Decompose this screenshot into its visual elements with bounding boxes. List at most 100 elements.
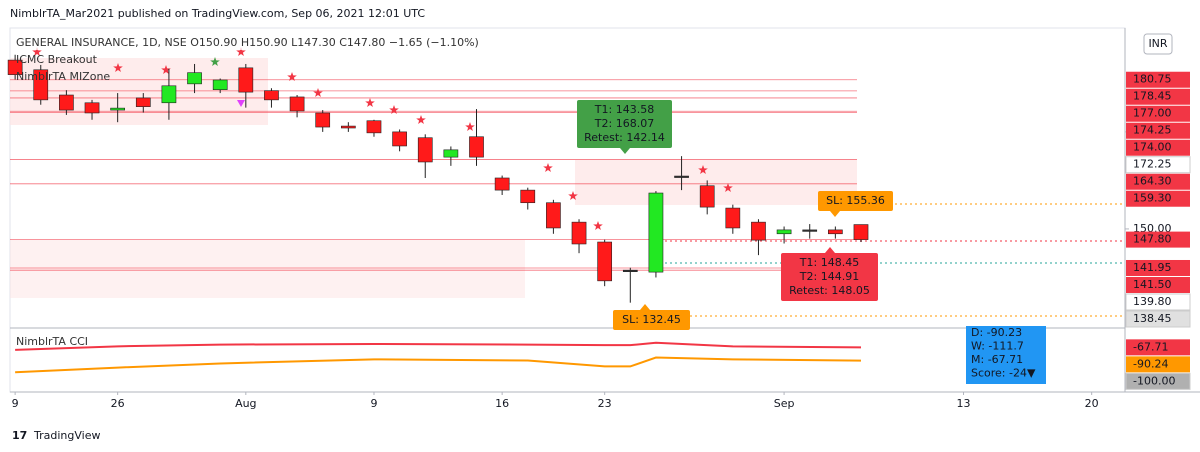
candle-body: [648, 192, 664, 273]
candle-body: [289, 96, 305, 112]
cci-line: [15, 341, 861, 351]
annotation-text: SL: 132.45: [622, 313, 681, 326]
price-tag-label: -67.71: [1133, 340, 1168, 353]
legend-indicator: ICMC Breakout: [16, 53, 98, 66]
candle-body: [135, 97, 151, 107]
legend-cci: NimblrTA CCI: [16, 335, 88, 348]
price-tag: [1125, 156, 1191, 174]
price-tag-label: 141.50: [1133, 278, 1172, 291]
signal-triangle: [237, 100, 245, 107]
brand-logo: 17: [12, 429, 27, 442]
candle-body: [828, 229, 843, 235]
cci-info-text: D: -90.23: [971, 326, 1022, 339]
annotation-text: SL: 155.36: [826, 194, 885, 207]
x-tick-label: 20: [1085, 397, 1099, 410]
price-tag: [1126, 276, 1190, 293]
annotation-pointer: [620, 148, 630, 154]
brand: TradingView: [33, 429, 100, 442]
price-tag-label: 174.00: [1133, 141, 1172, 154]
price-tag: [1126, 122, 1190, 139]
candle-body: [417, 137, 433, 163]
price-tag: [1126, 71, 1190, 88]
candle-body: [494, 177, 510, 191]
x-tick-label: Sep: [774, 397, 795, 410]
candle-body: [571, 221, 587, 245]
price-tag: [1126, 356, 1190, 373]
header-title: NimblrTA_Mar2021 published on TradingVie…: [10, 7, 425, 20]
price-tag-label: 180.75: [1133, 73, 1172, 86]
annotation-text: T1: 148.45: [799, 256, 859, 269]
price-tag: [1126, 339, 1190, 356]
candle-body: [238, 67, 254, 93]
currency-badge[interactable]: [1143, 33, 1173, 55]
x-tick-label: 13: [957, 397, 971, 410]
price-tag-label: 138.45: [1133, 312, 1172, 325]
price-tag: [1126, 139, 1190, 156]
price-tag-label: 177.00: [1133, 107, 1172, 120]
cci-info-text: W: -111.7: [971, 340, 1024, 353]
annotation-pointer: [825, 247, 835, 253]
price-tag-label: 178.45: [1133, 90, 1172, 103]
price-tag: [1125, 310, 1191, 328]
candle-body: [469, 136, 484, 158]
x-tick-label: 16: [495, 397, 509, 410]
annotation-text: T2: 168.07: [594, 117, 654, 130]
candle-body: [340, 125, 356, 129]
candle-body: [776, 229, 792, 235]
annotation-text: T1: 143.58: [594, 103, 654, 116]
candle-body: [212, 79, 228, 90]
cci-info-text: M: -67.71: [971, 353, 1023, 366]
price-tag: [1126, 88, 1190, 105]
x-tick-label: 26: [111, 397, 125, 410]
price-tag-label: -90.24: [1133, 357, 1168, 370]
candle-body: [597, 241, 613, 282]
candle-body: [33, 69, 49, 101]
price-tag: [1126, 259, 1190, 276]
candle-body: [7, 59, 23, 75]
annotation-box: [818, 191, 893, 211]
cci-info-text: Score: -24▼: [971, 367, 1036, 380]
legend-indicator: NimblrTA MIZone: [16, 70, 110, 83]
x-tick-label: 23: [598, 397, 612, 410]
candle-body: [520, 189, 536, 204]
candle-body: [161, 85, 177, 104]
annotation-text: Retest: 148.05: [789, 284, 870, 297]
price-tag-label: 141.95: [1133, 261, 1172, 274]
candle-body: [546, 202, 561, 229]
candle-body: [802, 229, 818, 232]
candle-body: [187, 72, 202, 85]
price-tag-label: 159.30: [1133, 192, 1172, 205]
price-tag-label: 172.25: [1133, 158, 1172, 171]
price-tag: [1126, 173, 1190, 190]
candle-body: [366, 120, 382, 134]
candle-body: [853, 224, 869, 240]
price-tag: [1126, 105, 1190, 122]
annotation-pointer: [640, 304, 650, 310]
legend-bg: [14, 34, 472, 50]
candle-body: [674, 175, 689, 178]
price-tag-label: -100.00: [1133, 374, 1175, 387]
candle-body: [264, 90, 279, 101]
price-tag: [1126, 231, 1190, 248]
x-tick-label: 9: [12, 397, 19, 410]
price-tag-label: 174.25: [1133, 124, 1172, 137]
currency: INR: [1148, 37, 1167, 50]
candle-body: [699, 185, 715, 208]
candle-body: [622, 269, 638, 272]
candle-body: [315, 112, 331, 128]
candle-body: [443, 149, 459, 158]
candle-body: [392, 131, 407, 147]
annotation-pointer: [830, 211, 840, 217]
price-tag-label: 164.30: [1133, 175, 1172, 188]
price-tag-label: 139.80: [1133, 295, 1172, 308]
zone: [575, 160, 857, 205]
price-tag-label: 147.80: [1133, 233, 1172, 246]
cci-info-box: [966, 326, 1046, 384]
candle-body: [751, 221, 766, 241]
legend-title: GENERAL INSURANCE, 1D, NSE O150.90 H150.…: [16, 36, 479, 49]
candle-body: [59, 94, 74, 111]
candle-body: [110, 107, 126, 111]
annotation-text: T2: 144.91: [799, 270, 859, 283]
candle-body: [84, 102, 100, 114]
